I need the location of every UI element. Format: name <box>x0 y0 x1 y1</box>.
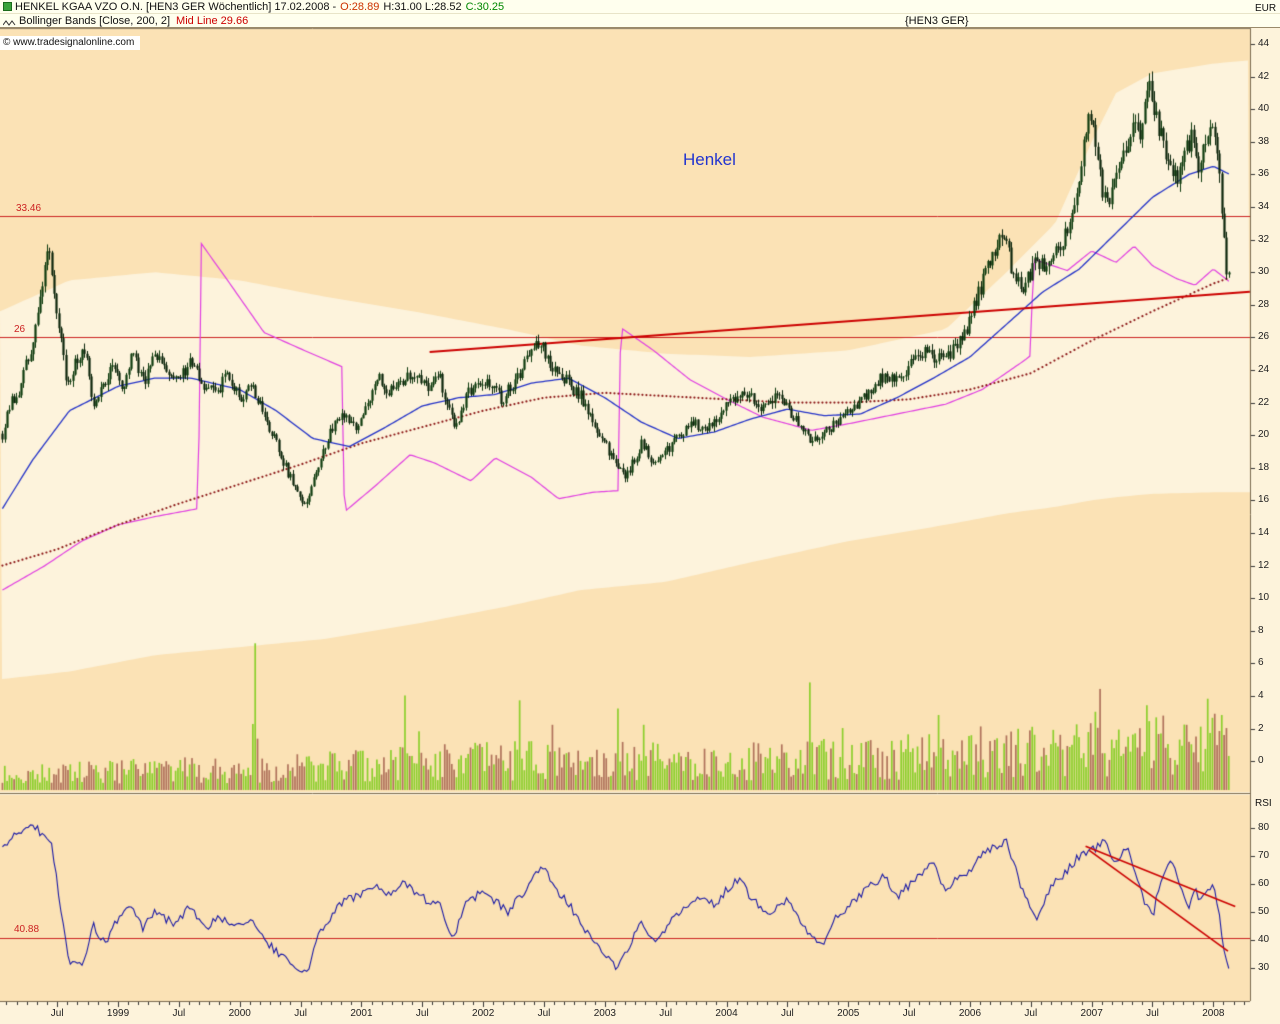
chart-window: HENKEL KGAA VZO O.N. [HEN3 GER Wöchentli… <box>0 0 1280 1024</box>
price-chart-canvas[interactable] <box>0 0 1280 1024</box>
